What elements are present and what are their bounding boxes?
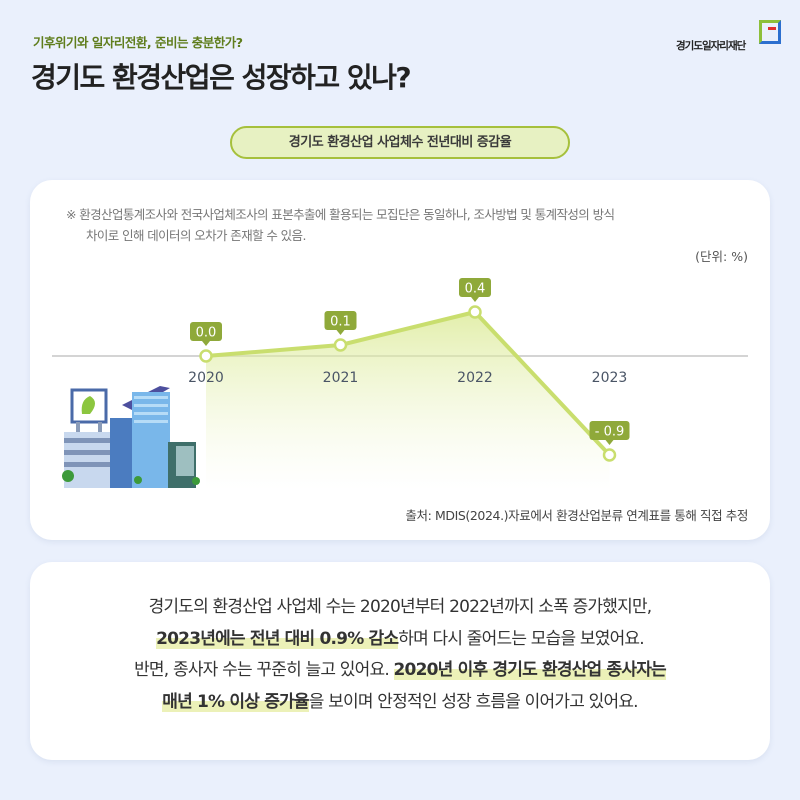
- summary-text: 경기도의 환경산업 사업체 수는 2020년부터 2022년까지 소폭 증가했지…: [30, 592, 770, 718]
- building-illustration: [62, 386, 200, 488]
- logo-text: 경기도일자리재단: [676, 40, 746, 52]
- data-point: [199, 349, 213, 363]
- summary-text-2: 하며 다시 줄어드는 모습을 보였어요.: [398, 628, 644, 649]
- data-label-box: [190, 322, 222, 341]
- data-point: [602, 448, 617, 462]
- data-label: 0.0: [196, 326, 217, 341]
- data-label: - 0.9: [595, 425, 625, 440]
- summary-text-3: 반면, 종사자 수는 꾸준히 늘고 있어요.: [134, 660, 394, 680]
- logo: 경기도일자리재단: [676, 20, 786, 60]
- summary-text-4: 을 보이며 안정적인 성장 흐름을 이어가고 있어요.: [308, 691, 639, 712]
- series-line: [205, 310, 611, 457]
- data-label-box: [589, 421, 630, 440]
- data-label: 0.4: [465, 282, 486, 297]
- chart-title: 경기도 환경산업 사업체수 전년대비 증감율: [230, 126, 570, 159]
- data-label-pointer: [471, 297, 479, 302]
- data-label-box: [459, 278, 491, 297]
- data-label-pointer: [202, 341, 210, 346]
- logo-mark-icon: [759, 20, 781, 44]
- x-tick-label: 2023: [592, 370, 628, 386]
- note-line-2: 차이로 인해 데이터의 오차가 존재할 수 있음.: [86, 228, 306, 243]
- highlight-2: 2020년 이후 경기도 환경산업 종사자는: [393, 660, 667, 680]
- area-fill: [206, 312, 610, 490]
- summary-line-1: 경기도의 환경산업 사업체 수는 2020년부터 2022년까지 소폭 증가했지…: [30, 592, 770, 624]
- unit-label: (단위: %): [695, 249, 748, 264]
- data-point: [333, 338, 348, 352]
- header-subtitle: 기후위기와 일자리전환, 준비는 충분한가?: [33, 35, 243, 50]
- x-tick-label: 2020: [188, 370, 224, 386]
- chart-source: 출처: MDIS(2024.)자료에서 환경산업분류 연계표를 통해 직접 추정: [405, 508, 748, 523]
- summary-line-4: 매년 1% 이상 증가율을 보이며 안정적인 성장 흐름을 이어가고 있어요.: [30, 687, 770, 719]
- data-label: 0.1: [330, 315, 351, 330]
- x-tick-label: 2022: [457, 370, 493, 386]
- x-tick-label: 2021: [323, 370, 359, 386]
- highlight-1: 2023년에는 전년 대비 0.9% 감소: [156, 628, 399, 649]
- note-line-1: ※ 환경산업통계조사와 전국사업체조사의 표본추출에 활용되는 모집단은 동일하…: [66, 207, 615, 222]
- summary-line-2: 2023년에는 전년 대비 0.9% 감소하며 다시 줄어드는 모습을 보였어요…: [30, 624, 770, 656]
- chart-note: ※ 환경산업통계조사와 전국사업체조사의 표본추출에 활용되는 모집단은 동일하…: [66, 204, 756, 246]
- summary-line-3: 반면, 종사자 수는 꾸준히 늘고 있어요. 2020년 이후 경기도 환경산업…: [30, 655, 770, 687]
- highlight-3: 매년 1% 이상 증가율: [162, 691, 310, 712]
- data-label-pointer: [336, 330, 345, 335]
- page-title: 경기도 환경산업은 성장하고 있나?: [31, 61, 412, 94]
- data-label-pointer: [605, 440, 614, 445]
- data-label-box: [324, 311, 357, 330]
- data-point: [468, 305, 482, 319]
- summary-text-1: 경기도의 환경산업 사업체 수는 2020년부터 2022년까지 소폭 증가했지…: [148, 597, 653, 617]
